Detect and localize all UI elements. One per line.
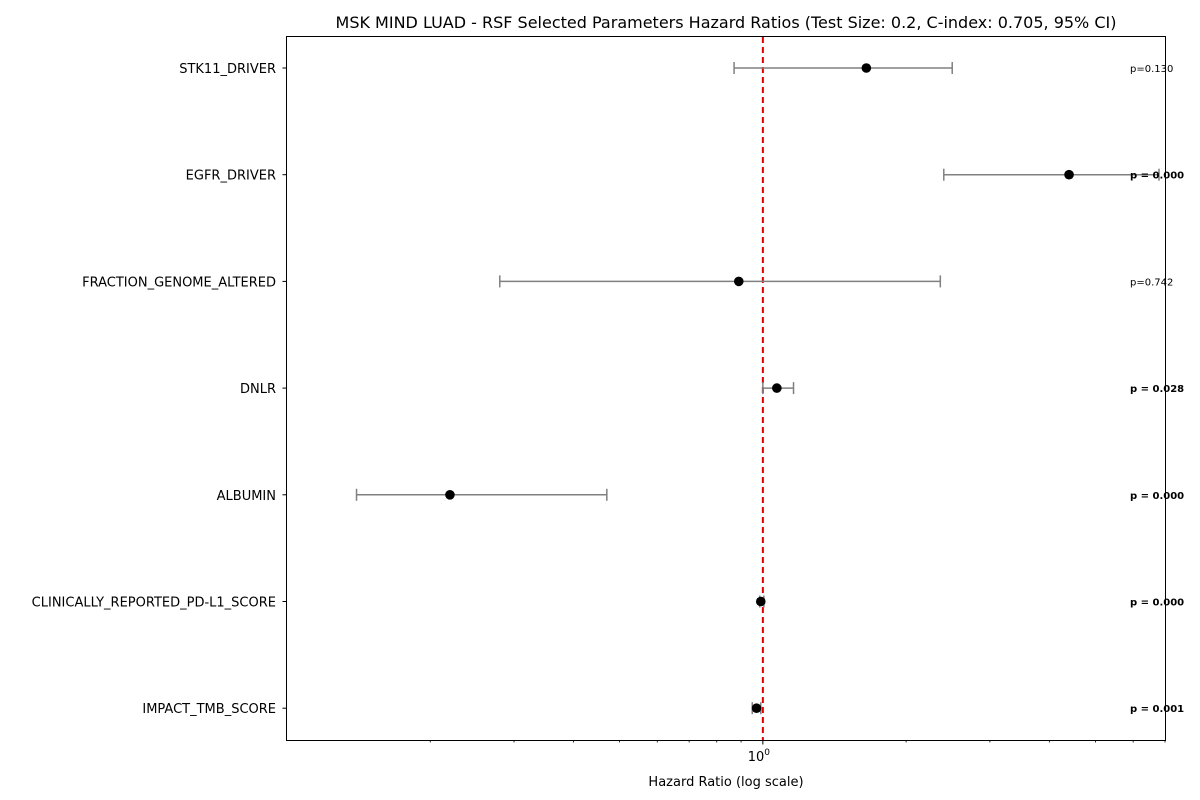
hazard-ratio-point	[445, 490, 455, 500]
y-tick-label: CLINICALLY_REPORTED_PD-L1_SCORE	[32, 596, 276, 611]
y-tick-label: EGFR_DRIVER	[186, 169, 276, 184]
y-tick-label: ALBUMIN	[217, 489, 276, 504]
hazard-ratio-point	[755, 596, 766, 607]
y-tick-label: DNLR	[240, 382, 276, 397]
p-value-label: p=0.130	[1130, 64, 1173, 75]
p-value-label: p=0.742	[1130, 277, 1173, 288]
p-value-label: p = 0.001	[1130, 704, 1184, 715]
hazard-ratio-point	[733, 276, 744, 287]
plot-frame	[286, 36, 1166, 741]
y-tick-label: STK11_DRIVER	[179, 62, 276, 77]
hazard-ratio-point	[1064, 169, 1074, 180]
y-tick-label: FRACTION_GENOME_ALTERED	[82, 275, 276, 290]
p-value-label: p = 0.000	[1130, 491, 1184, 502]
chart-title: MSK MIND LUAD - RSF Selected Parameters …	[336, 13, 1117, 32]
p-value-label: p = 0.000	[1130, 171, 1184, 182]
hazard-ratio-point	[861, 63, 872, 73]
x-axis-label: Hazard Ratio (log scale)	[648, 775, 803, 790]
p-value-label: p = 0.000	[1130, 598, 1184, 609]
p-value-label: p = 0.028	[1130, 384, 1184, 395]
x-tick-label: 100	[748, 748, 771, 765]
hazard-ratio-point	[772, 383, 782, 393]
hazard-ratio-point	[751, 703, 762, 713]
y-tick-label: IMPACT_TMB_SCORE	[142, 702, 276, 717]
